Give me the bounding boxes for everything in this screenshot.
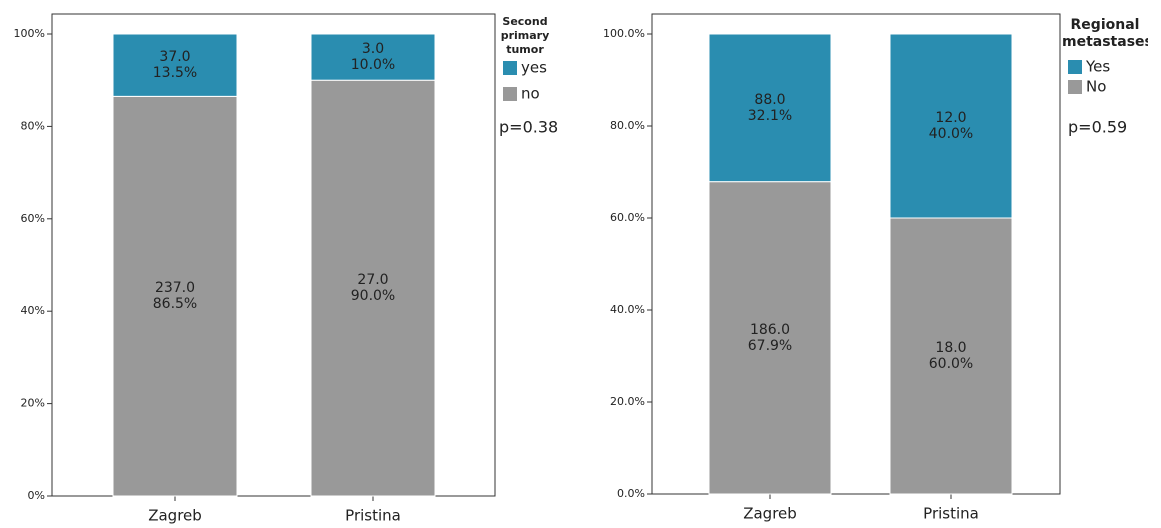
annotation: p=0.38: [499, 118, 558, 137]
y-tick-label: 40%: [21, 304, 45, 317]
legend-label: no: [521, 85, 540, 103]
x-tick-label: Pristina: [345, 507, 401, 525]
value-label: 10.0%: [351, 57, 395, 73]
y-tick-label: 60.0%: [610, 211, 645, 224]
plot-frame: [651, 13, 1061, 495]
legend-label: Yes: [1085, 58, 1110, 76]
bar-segment: [310, 33, 436, 81]
legend-title: Regional metastases: [1062, 17, 1148, 50]
y-tick-label: 80%: [21, 119, 45, 132]
bar-segment: [708, 33, 832, 183]
bar-segment: [112, 95, 238, 497]
value-label: 40.0%: [929, 126, 973, 142]
legend-swatch: [503, 87, 517, 101]
count-label: 3.0: [362, 41, 384, 57]
y-tick-label: 80.0%: [610, 119, 645, 132]
count-label: 37.0: [159, 49, 190, 65]
legend-swatch: [1068, 80, 1082, 94]
value-label: 86.5%: [153, 296, 197, 312]
legend-label: yes: [521, 59, 547, 77]
x-tick-label: Zagreb: [743, 505, 797, 523]
count-label: 186.0: [750, 322, 790, 338]
value-label: 60.0%: [929, 356, 973, 372]
x-tick-label: Zagreb: [148, 507, 202, 525]
count-label: 27.0: [357, 272, 388, 288]
y-tick-label: 0%: [28, 489, 45, 502]
plot-frame: [51, 13, 496, 497]
count-label: 237.0: [155, 280, 195, 296]
legend-title-box: Regional metastases: [1062, 17, 1148, 50]
y-tick-label: 40.0%: [610, 303, 645, 316]
legend-swatch: [1068, 60, 1082, 74]
legend-title: Second primary tumor: [500, 15, 550, 56]
bar-segment: [889, 217, 1013, 495]
value-label: 32.1%: [748, 108, 792, 124]
legend-title-box: Second primary tumor: [500, 15, 550, 56]
annotation: p=0.59: [1068, 118, 1127, 137]
value-label: 13.5%: [153, 65, 197, 81]
count-label: 12.0: [935, 110, 966, 126]
y-tick-label: 0.0%: [617, 487, 645, 500]
y-tick-label: 100.0%: [603, 27, 645, 40]
y-tick-label: 20.0%: [610, 395, 645, 408]
y-tick-label: 60%: [21, 212, 45, 225]
y-tick-label: 20%: [21, 397, 45, 410]
bar-segment: [889, 33, 1013, 219]
value-label: 67.9%: [748, 338, 792, 354]
bar-segment: [112, 33, 238, 97]
count-label: 18.0: [935, 340, 966, 356]
legend-label: No: [1086, 78, 1106, 96]
x-tick-label: Pristina: [923, 505, 979, 523]
y-tick-label: 100%: [14, 27, 45, 40]
count-label: 88.0: [754, 92, 785, 108]
legend-swatch: [503, 61, 517, 75]
value-label: 90.0%: [351, 288, 395, 304]
